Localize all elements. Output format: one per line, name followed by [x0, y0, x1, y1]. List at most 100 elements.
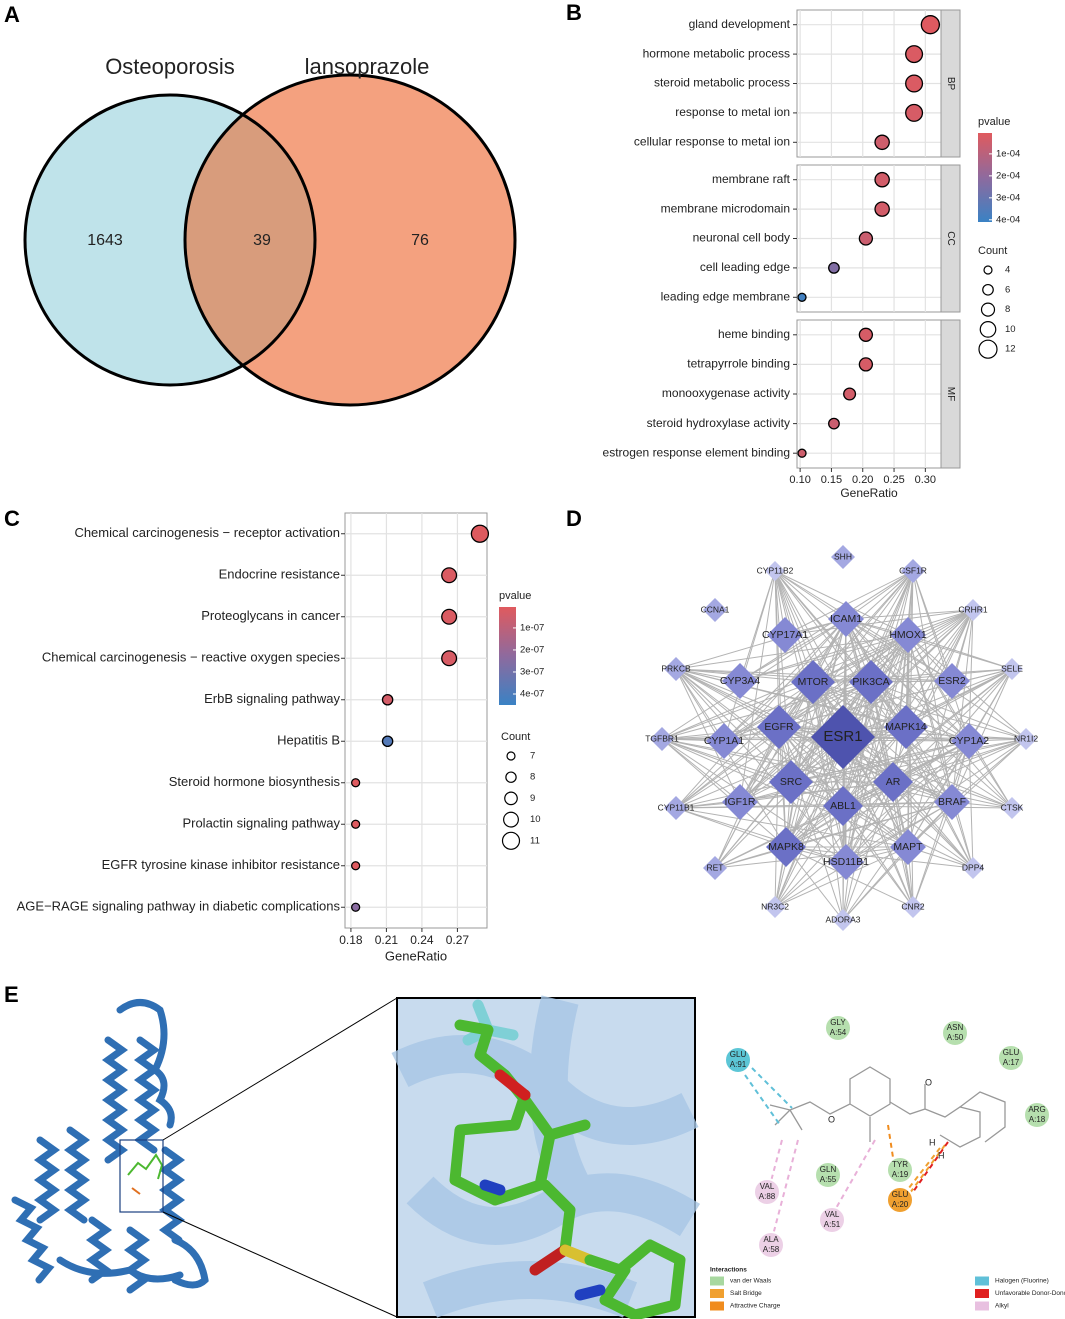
network-edge	[812, 681, 1013, 809]
node-label: ICAM1	[830, 613, 862, 625]
network-edge	[739, 570, 776, 803]
x-tick-label: 0.27	[446, 933, 470, 947]
legend-label: 7	[530, 751, 535, 762]
network-edge	[774, 570, 909, 636]
network-edge	[778, 726, 844, 807]
residue	[886, 1156, 914, 1184]
network-edge	[675, 618, 847, 670]
residue-name: GLY	[830, 1018, 846, 1027]
network-edge	[675, 668, 780, 728]
network-edge	[842, 570, 914, 738]
legend-title: Count	[978, 245, 1007, 257]
x-tick-label: 0.30	[915, 474, 936, 486]
legend-label: Halogen (Fluorine)	[995, 1278, 1049, 1285]
node-label: PIK3CA	[852, 676, 889, 688]
y-tick-label: steroid metabolic process	[654, 76, 790, 90]
network-edge	[785, 738, 1027, 848]
legend-label: 11	[530, 835, 540, 846]
network-edge	[739, 618, 847, 803]
network-edge	[845, 570, 914, 620]
legend-label: 4e-04	[996, 214, 1020, 225]
legend-dot	[983, 265, 993, 275]
dot	[441, 650, 458, 667]
node-label: DPP4	[962, 862, 984, 872]
dot	[874, 201, 890, 217]
network-edge	[842, 634, 909, 921]
node-label: SHH	[834, 551, 852, 561]
network-node	[767, 617, 803, 653]
node-label: CYP1A1	[704, 735, 744, 747]
node-label: SELE	[1001, 663, 1023, 673]
facet-strip	[940, 9, 961, 158]
network-edge	[675, 634, 909, 670]
node-label: CYP3A4	[720, 675, 760, 687]
network-edge	[845, 618, 953, 803]
y-tick-label: AGE−RAGE signaling pathway in diabetic c…	[17, 899, 341, 914]
zoom-line	[162, 1211, 398, 1318]
network-node	[765, 561, 785, 581]
panel-letter: C	[4, 506, 20, 531]
atom-o: O	[925, 1077, 932, 1087]
network-edge	[661, 681, 872, 740]
network-edge	[951, 668, 1013, 803]
network-edge	[661, 738, 953, 803]
network-edge	[675, 801, 953, 809]
legend-label: Salt Bridge	[730, 1290, 762, 1297]
legend-label: 10	[530, 814, 541, 825]
venn-count: 76	[411, 232, 429, 249]
network-edge	[778, 681, 872, 728]
network-edge	[870, 681, 1027, 740]
legend-swatch	[710, 1289, 724, 1298]
x-axis-label: GeneRatio	[840, 486, 898, 500]
dot	[350, 902, 361, 912]
legend-label: 3e-07	[520, 666, 544, 677]
y-tick-label: Prolactin signaling pathway	[182, 816, 340, 831]
network-edge	[842, 738, 1027, 807]
y-tick-label: hormone metabolic process	[643, 46, 790, 60]
network-edge	[774, 805, 844, 908]
network-edge	[774, 801, 953, 908]
network-edge	[675, 807, 847, 863]
y-tick-label: membrane raft	[712, 172, 791, 186]
color-bar	[499, 607, 516, 705]
network-edge	[842, 668, 1013, 738]
node-label: RET	[707, 862, 724, 872]
dot	[905, 74, 924, 93]
atom-label: H	[938, 1150, 945, 1160]
network-edge	[714, 846, 909, 869]
network-node	[650, 727, 674, 751]
legend-label: Alkyl	[995, 1303, 1009, 1310]
network-edge	[842, 634, 909, 807]
node-label: CYP1A2	[949, 735, 989, 747]
residue-name: ALA	[763, 1235, 779, 1244]
residue	[814, 1161, 842, 1189]
node-label: PRKCB	[661, 663, 691, 673]
x-tick-label: 0.20	[852, 474, 873, 486]
network-edge	[785, 726, 907, 848]
network-edge	[845, 668, 1013, 863]
dot	[874, 171, 890, 188]
network-edge	[845, 681, 872, 863]
network-edge	[870, 570, 914, 683]
network-edge	[723, 618, 847, 742]
legend-dot	[982, 283, 994, 296]
network-node	[706, 723, 742, 759]
network-edge	[739, 781, 894, 803]
network-node	[934, 663, 970, 699]
legend-swatch	[975, 1301, 989, 1311]
network-edge	[675, 668, 741, 803]
legend-dot	[505, 771, 517, 783]
x-tick-label: 0.25	[883, 474, 904, 486]
legend-label: 1e-04	[996, 148, 1020, 159]
network-edge	[907, 740, 970, 848]
network-edge	[968, 740, 1013, 809]
network-edge	[774, 726, 780, 908]
network-node	[722, 784, 758, 820]
residue-name: VAL	[760, 1182, 775, 1191]
network-node	[722, 663, 758, 699]
network-node	[962, 857, 984, 879]
node-label: CSF1R	[899, 565, 927, 575]
network-node	[811, 705, 875, 769]
legend-label: 3e-04	[996, 192, 1020, 203]
